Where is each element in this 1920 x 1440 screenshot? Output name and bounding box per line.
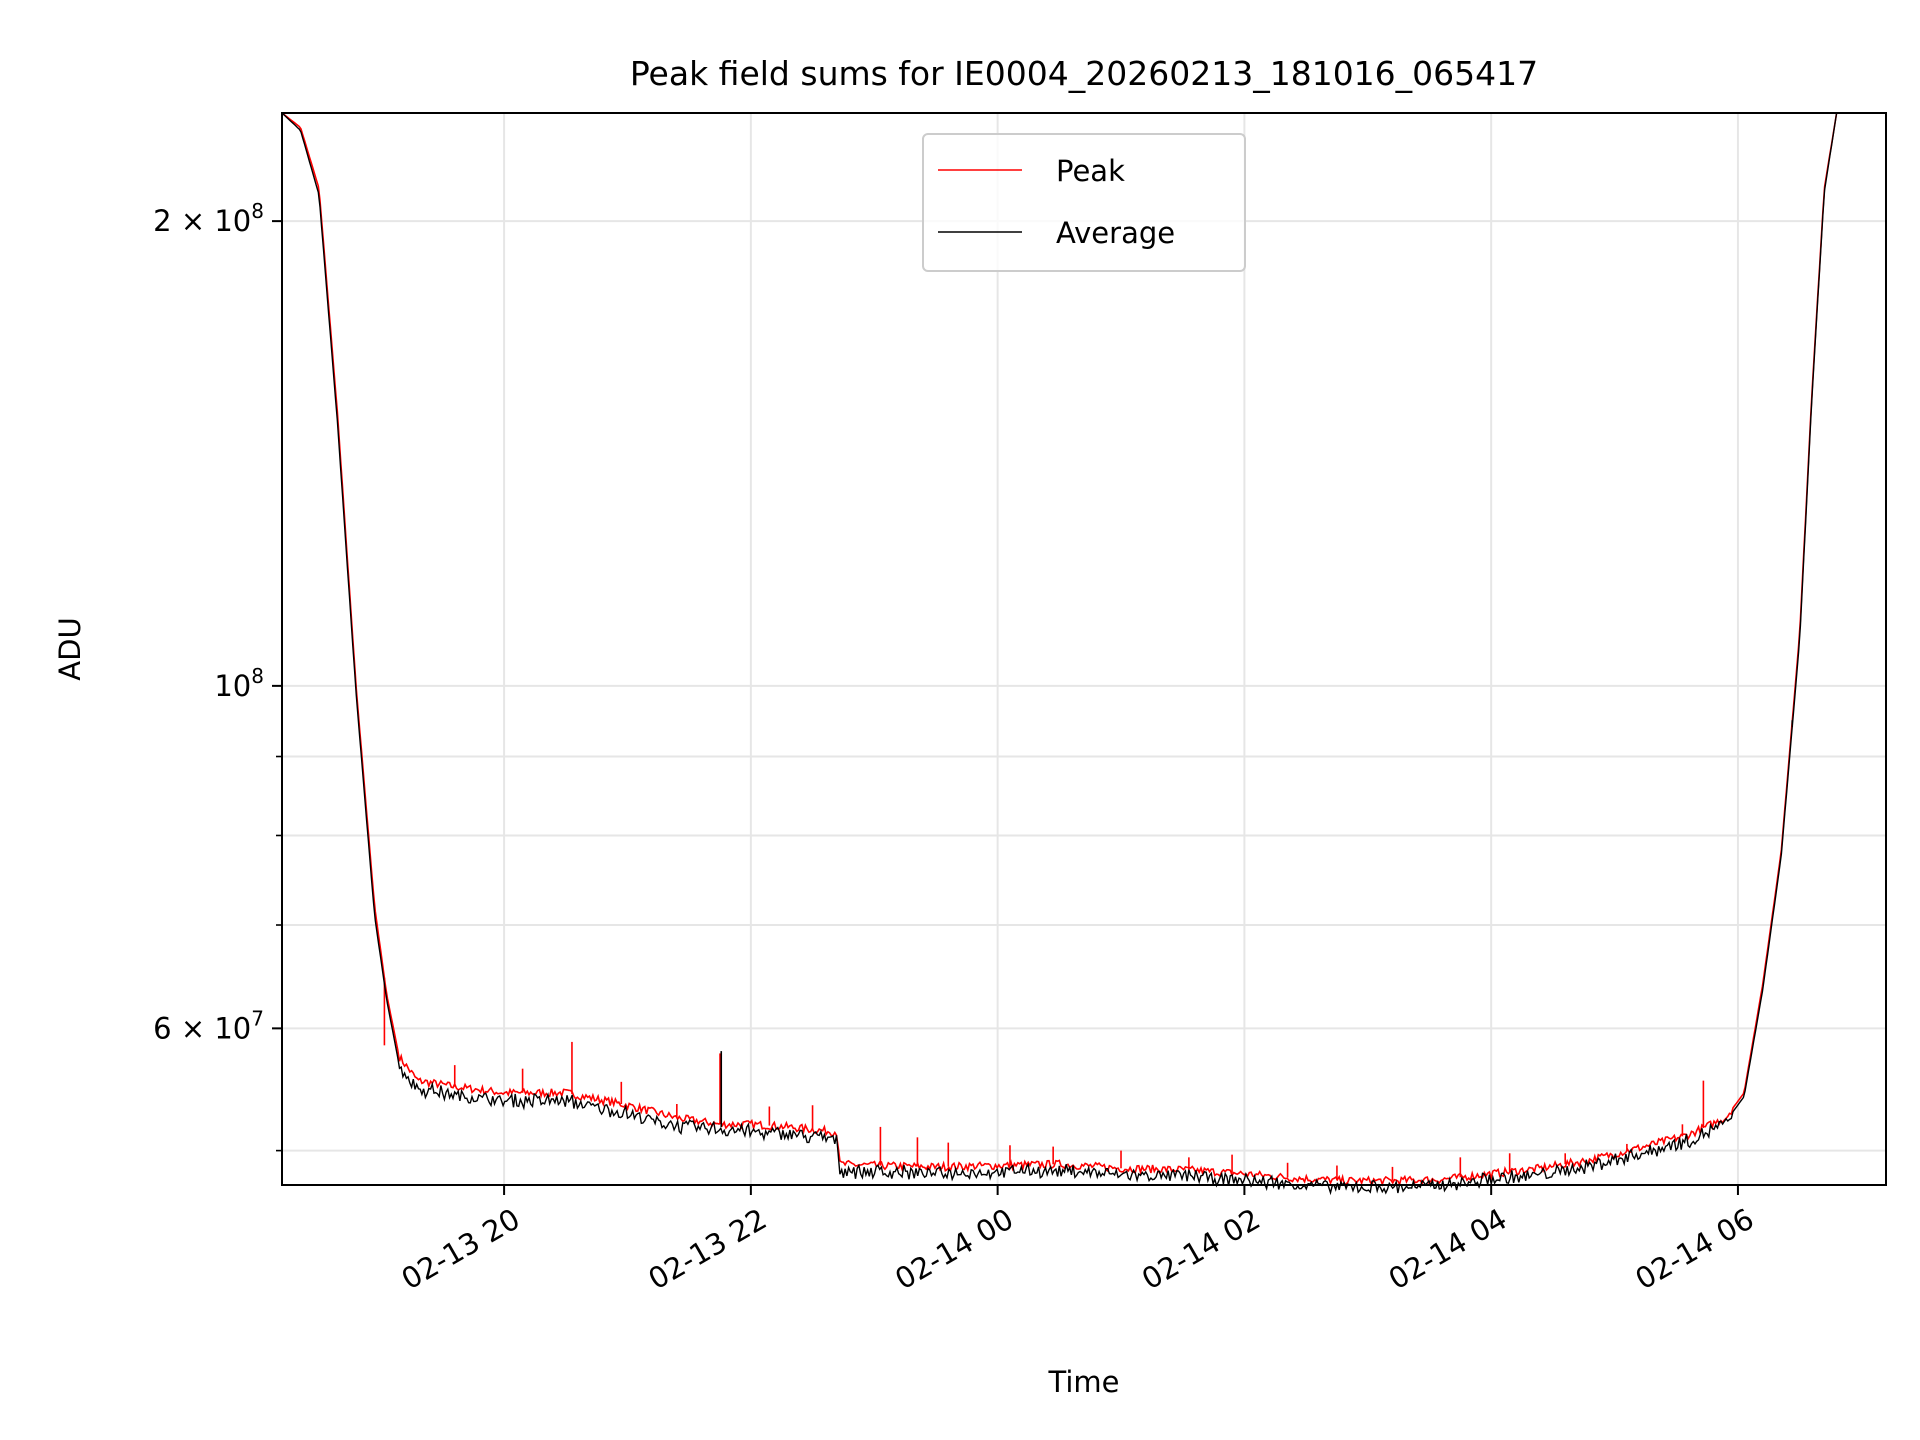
chart-title: Peak field sums for IE0004_20260213_1810… (630, 54, 1538, 93)
series-average (281, 112, 1838, 1196)
legend-peak-label: Peak (1056, 154, 1125, 188)
series-peak (281, 112, 1838, 1187)
series-lines (281, 112, 1838, 1196)
y-axis-ticks: 108 2 × 108 6 × 107 (153, 199, 282, 1152)
y-tick-label: 6 × 107 (153, 1006, 264, 1045)
grid-lines (282, 113, 1886, 1185)
y-tick-label: 108 (214, 664, 264, 703)
legend-box (922, 133, 1246, 272)
series-line-average (281, 112, 1838, 1196)
y-tick-label: 2 × 108 (153, 199, 264, 238)
legend-average-label: Average (1056, 216, 1175, 250)
x-axis-label: Time (1048, 1365, 1120, 1399)
legend: Peak Average (922, 133, 1246, 272)
series-line-peak (281, 112, 1838, 1187)
y-axis-label: ADU (53, 617, 87, 680)
plot-frame (281, 112, 1887, 1186)
